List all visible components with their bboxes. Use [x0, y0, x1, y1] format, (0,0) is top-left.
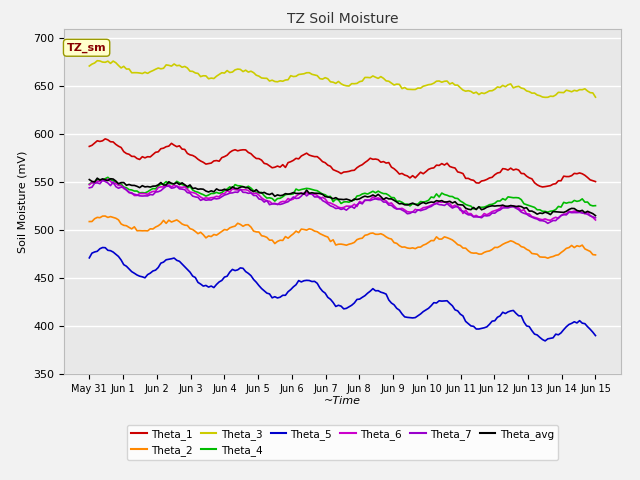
Theta_7 — [86, 185, 93, 191]
Theta_2 — [377, 231, 385, 237]
Theta_4 — [86, 181, 93, 187]
Theta_4 — [406, 203, 414, 209]
Theta_3 — [149, 68, 157, 73]
Theta_6 — [406, 209, 414, 215]
Theta_3 — [86, 63, 93, 69]
Theta_2 — [149, 226, 157, 232]
Line: Theta_6: Theta_6 — [90, 179, 595, 220]
Theta_1 — [591, 179, 599, 184]
Theta_4 — [298, 187, 305, 192]
Line: Theta_1: Theta_1 — [90, 139, 595, 187]
Theta_5 — [377, 289, 385, 295]
Line: Theta_avg: Theta_avg — [90, 178, 595, 216]
Theta_1 — [298, 153, 305, 159]
Theta_3 — [591, 94, 599, 100]
Theta_3 — [406, 86, 414, 92]
Legend: Theta_1, Theta_2, Theta_3, Theta_4, Theta_5, Theta_6, Theta_7, Theta_avg: Theta_1, Theta_2, Theta_3, Theta_4, Thet… — [127, 424, 558, 460]
Theta_5 — [541, 338, 549, 344]
Theta_4 — [377, 190, 385, 195]
Theta_4 — [149, 186, 157, 192]
Theta_avg — [292, 191, 300, 196]
Theta_3 — [377, 74, 385, 80]
Theta_3 — [93, 58, 101, 63]
Theta_1 — [377, 159, 385, 165]
Title: TZ Soil Moisture: TZ Soil Moisture — [287, 12, 398, 26]
Theta_avg — [93, 175, 101, 181]
Theta_2 — [591, 252, 599, 258]
X-axis label: ~Time: ~Time — [324, 396, 361, 406]
Theta_avg — [406, 201, 414, 207]
Theta_6 — [591, 217, 599, 223]
Theta_1 — [86, 144, 93, 149]
Theta_2 — [292, 228, 300, 234]
Theta_avg — [86, 177, 93, 182]
Theta_7 — [342, 207, 350, 213]
Line: Theta_5: Theta_5 — [90, 248, 595, 341]
Theta_4 — [591, 203, 599, 208]
Theta_7 — [591, 215, 599, 221]
Theta_5 — [292, 282, 300, 288]
Theta_2 — [86, 219, 93, 225]
Theta_5 — [99, 245, 106, 251]
Theta_avg — [149, 183, 157, 189]
Theta_6 — [86, 182, 93, 188]
Theta_3 — [342, 83, 350, 89]
Theta_4 — [544, 209, 552, 215]
Theta_4 — [104, 174, 112, 180]
Theta_1 — [406, 175, 414, 181]
Theta_6 — [149, 189, 157, 194]
Theta_1 — [539, 184, 547, 190]
Theta_4 — [292, 186, 300, 192]
Theta_1 — [149, 152, 157, 157]
Theta_avg — [298, 191, 305, 196]
Theta_7 — [377, 197, 385, 203]
Theta_7 — [406, 210, 414, 216]
Theta_6 — [342, 203, 350, 209]
Theta_3 — [298, 71, 305, 77]
Theta_1 — [292, 156, 300, 161]
Theta_6 — [298, 190, 305, 196]
Line: Theta_2: Theta_2 — [90, 216, 595, 258]
Theta_5 — [298, 279, 305, 285]
Theta_5 — [342, 305, 350, 311]
Line: Theta_4: Theta_4 — [90, 177, 595, 212]
Theta_7 — [292, 195, 300, 201]
Theta_2 — [101, 213, 109, 219]
Theta_7 — [298, 193, 305, 199]
Line: Theta_3: Theta_3 — [90, 60, 595, 97]
Theta_1 — [342, 169, 350, 175]
Theta_5 — [406, 315, 414, 321]
Theta_4 — [342, 199, 350, 204]
Theta_2 — [298, 226, 305, 232]
Theta_3 — [541, 95, 549, 100]
Theta_5 — [591, 333, 599, 338]
Theta_avg — [377, 194, 385, 200]
Theta_2 — [342, 242, 350, 248]
Y-axis label: Soil Moisture (mV): Soil Moisture (mV) — [17, 150, 28, 253]
Theta_7 — [544, 220, 552, 226]
Theta_avg — [591, 213, 599, 218]
Theta_2 — [406, 245, 414, 251]
Theta_6 — [377, 196, 385, 202]
Theta_7 — [149, 192, 157, 198]
Theta_6 — [292, 193, 300, 199]
Theta_6 — [547, 217, 554, 223]
Theta_3 — [292, 73, 300, 79]
Theta_7 — [99, 178, 106, 183]
Theta_2 — [544, 255, 552, 261]
Theta_avg — [342, 196, 350, 202]
Text: TZ_sm: TZ_sm — [67, 43, 106, 53]
Theta_1 — [101, 136, 109, 142]
Theta_5 — [86, 255, 93, 261]
Line: Theta_7: Theta_7 — [90, 180, 595, 223]
Theta_6 — [104, 176, 112, 182]
Theta_5 — [149, 268, 157, 274]
